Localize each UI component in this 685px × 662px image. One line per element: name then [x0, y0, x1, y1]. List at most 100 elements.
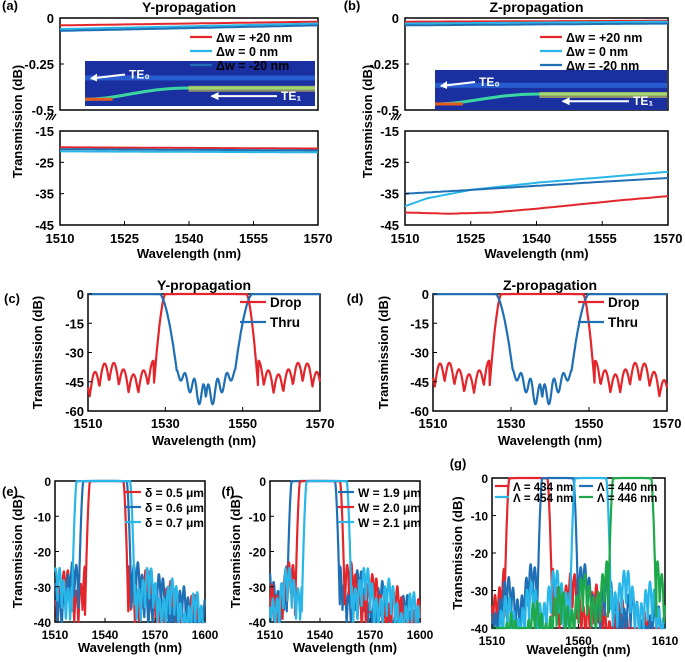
panel-a-break-mark: [51, 113, 57, 121]
panel-b-legend-label-0: Δw = +20 nm: [566, 31, 642, 45]
panel-a-inset-mode-glow: [188, 85, 315, 92]
panel-a-xtick-label: 1570: [304, 231, 333, 246]
panel-e-ytick-label: -30: [34, 581, 52, 595]
panel-f-legend-label-0: W = 1.9 μm: [358, 486, 421, 500]
panel-b-inset-waveguide-top: [435, 82, 667, 88]
panel-f-ytick-label: -20: [249, 546, 267, 560]
panel-b-letter: (b): [344, 0, 361, 13]
panel-b-ytick-label-lower: -25: [380, 155, 399, 170]
panel-e-legend-label-1: δ = 0.6 μm: [145, 501, 204, 515]
panel-d-ylabel: Transmission (dB): [376, 296, 391, 409]
panel-d-xtick-label: 1550: [575, 416, 604, 431]
panel-e-series-1: [54, 479, 206, 624]
panel-d-ytick-label: 0: [422, 287, 429, 302]
panel-e-xlabel: Wavelength (nm): [78, 640, 182, 655]
panel-g-ytick-label: -30: [471, 585, 489, 599]
panel-e-legend-label-0: δ = 0.5 μm: [145, 486, 204, 500]
panel-a-series-upper-2: [59, 24, 319, 32]
panel-e-ytick-label: -20: [34, 546, 52, 560]
panel-g-ytick-label: -40: [471, 622, 489, 636]
panel-e-letter: (e): [2, 484, 18, 499]
panel-c-letter: (c): [4, 291, 20, 306]
panel-c-ylabel: Transmission (dB): [30, 296, 45, 409]
panel-b-series-lower-0: [404, 195, 669, 215]
panel-d-xtick-label: 1570: [653, 416, 682, 431]
panel-b-xtick-label: 1555: [588, 231, 617, 246]
panel-b-inset: TE₀ TE₁: [434, 70, 667, 110]
panel-a-label-te0: TE₀: [129, 68, 150, 82]
panel-g-legend-label-0: Λ = 434 nm: [513, 482, 573, 494]
panel-a-series-lower-1: [60, 150, 318, 154]
panel-e-xtick-label: 1570: [142, 628, 169, 642]
panel-c-xtick-label: 1550: [228, 416, 257, 431]
panel-d-ytick-label: -30: [410, 346, 429, 361]
panel-a-xlabel: Wavelength (nm): [137, 246, 241, 261]
panel-d-ytick-label: -45: [410, 375, 429, 390]
panel-b-title: Z-propagation: [489, 0, 583, 15]
panel-e-xtick-label: 1600: [192, 628, 219, 642]
panel-b-arrowhead-te1: [561, 97, 570, 106]
panel-e-ytick-label: -10: [34, 510, 52, 524]
panel-a-xtick-label: 1525: [110, 231, 139, 246]
panel-b-arrowhead-te0: [440, 81, 447, 89]
panel-f-xtick-label: 1600: [407, 628, 434, 642]
panel-b-frame-lower: [404, 130, 669, 226]
panel-f-ytick-label: -10: [249, 510, 267, 524]
panel-d-ytick-label: -60: [410, 404, 429, 419]
panel-c-xtick-label: 1510: [74, 416, 103, 431]
panel-c-axes: [87, 293, 321, 412]
panel-f-ytick-label: -30: [249, 581, 267, 595]
panel-f-legend-label-1: W = 2.0 μm: [358, 501, 421, 515]
panel-f-xtick-label: 1540: [307, 628, 334, 642]
panel-a-legend-label-0: Δw = +20 nm: [216, 31, 292, 45]
panel-f-xlabel: Wavelength (nm): [293, 640, 397, 655]
panel-a-ytick-label-lower: -25: [35, 155, 54, 170]
panel-b-series-lower-1: [404, 170, 669, 208]
panel-e-legend-label-2: δ = 0.7 μm: [145, 516, 204, 530]
panel-a-series-upper-1: [59, 22, 319, 30]
panel-g-series-3: [491, 476, 666, 630]
panel-c-title: Y-propagation: [157, 277, 251, 293]
panel-e-xtick-label: 1510: [42, 628, 69, 642]
panel-b-ytick-label-lower: -15: [380, 124, 399, 139]
panel-g-xtick-label: 1610: [652, 634, 679, 648]
panel-g-ytick-label: -10: [471, 510, 489, 524]
panel-f-ytick-label: 0: [259, 475, 266, 489]
panel-g-letter: (g): [450, 456, 467, 471]
panel-f-ylabel: Transmission (dB): [228, 495, 243, 608]
panel-a-series-lower-2: [60, 148, 318, 152]
panel-b-xtick-label: 1570: [654, 231, 683, 246]
panel-d-xlabel: Wavelength (nm): [498, 433, 602, 448]
panel-c-legend-label-1: Thru: [270, 315, 300, 330]
panel-b-ytick-label-lower: -45: [380, 218, 399, 233]
panel-a-break-mark: [45, 113, 51, 121]
panel-d-xtick-label: 1510: [419, 416, 448, 431]
panel-b-series-upper-2: [404, 22, 669, 27]
panel-d-axes: [432, 293, 668, 412]
panel-a-inset-bg: [85, 61, 315, 106]
panel-c-xlabel: Wavelength (nm): [152, 433, 256, 448]
panel-d-title: Z-propagation: [503, 277, 597, 293]
panel-g-legend-label-2: Λ = 454 nm: [513, 493, 573, 505]
panel-e-ytick-label: -40: [34, 616, 52, 630]
panel-a-xtick-label: 1510: [46, 231, 75, 246]
panel-b-ytick-label-upper: -0.25: [369, 57, 399, 72]
panel-b-inset-mode-glow: [539, 92, 667, 98]
panel-d-ytick-label: -15: [410, 316, 429, 331]
panel-c-series-0: [86, 292, 322, 398]
panel-a-label-te1: TE₁: [281, 89, 301, 103]
panel-b-xtick-label: 1540: [522, 231, 551, 246]
panel-a-letter: (a): [2, 0, 18, 13]
panel-a-ytick-label-upper: 0: [47, 11, 54, 26]
panel-c-xtick-label: 1530: [151, 416, 180, 431]
panel-e-ylabel: Transmission (dB): [10, 495, 25, 608]
panel-a-series-upper-0: [59, 20, 318, 27]
panel-b-ylabel: Transmission (dB): [360, 65, 375, 178]
panel-c-series-1: [87, 292, 321, 406]
panel-b-label-te1: TE₁: [633, 94, 653, 108]
panel-g-legend-label-1: Λ = 440 nm: [597, 482, 657, 494]
panel-d-series-1: [432, 292, 668, 406]
panel-b-xtick-label: 1510: [391, 231, 420, 246]
panel-g-xlabel: Wavelength (nm): [526, 642, 630, 657]
panel-b-series-lower-2: [404, 177, 669, 195]
